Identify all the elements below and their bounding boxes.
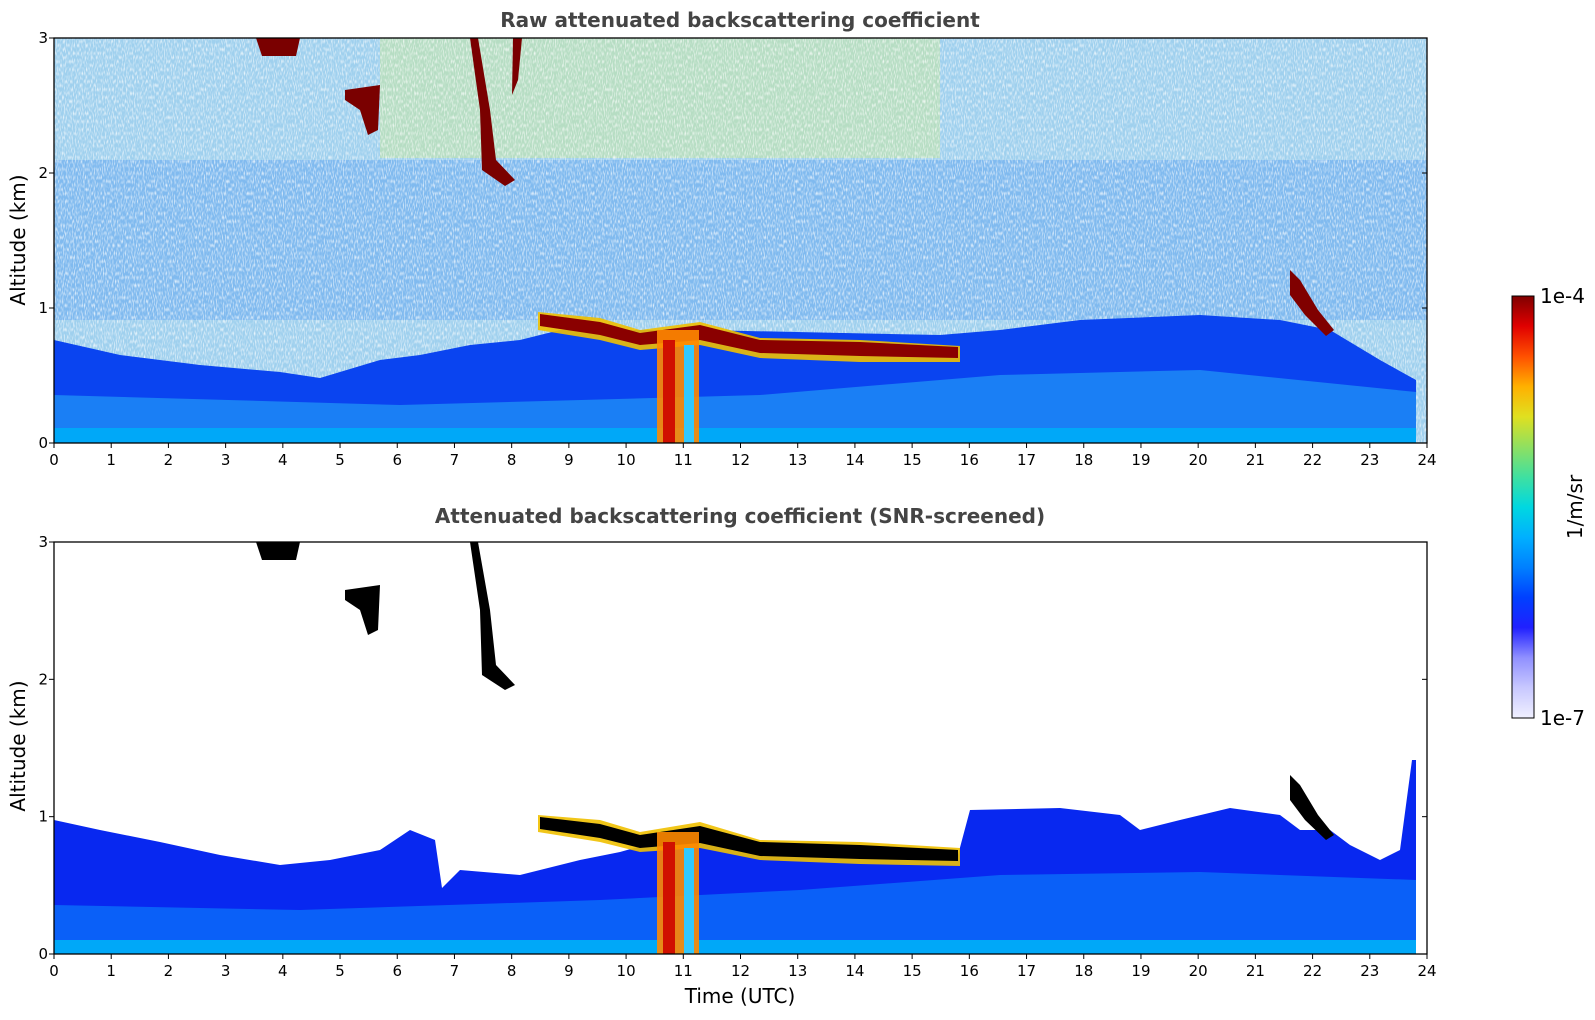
screened-high-cloud-3: [470, 542, 515, 690]
y-tick-label: 3: [38, 29, 48, 47]
colorbar-min-label: 1e-7: [1540, 706, 1585, 730]
x-tick-label: 18: [1074, 962, 1093, 980]
panel-raw-ylabel: Altitude (km): [6, 174, 30, 305]
x-tick-label: 2: [164, 451, 174, 469]
panel-screened-heatmap: [54, 542, 1427, 954]
x-tick-label: 24: [1417, 962, 1436, 980]
screened-cloud-layer: [540, 817, 958, 861]
x-tick-label: 7: [450, 451, 460, 469]
screened-high-cloud-2: [345, 585, 380, 635]
x-tick-label: 7: [450, 962, 460, 980]
screened-rain-shaft-core2: [684, 848, 694, 954]
panel-raw-heatmap: [54, 38, 1427, 443]
colorbar-gradient: [1511, 295, 1535, 719]
x-tick-label: 23: [1360, 451, 1379, 469]
x-tick-label: 10: [617, 962, 636, 980]
x-tick-label: 10: [617, 451, 636, 469]
raw-rain-shaft-core2: [684, 345, 694, 443]
x-tick-label: 14: [845, 962, 864, 980]
x-tick-label: 16: [960, 451, 979, 469]
x-tick-label: 1: [106, 962, 116, 980]
x-tick-label: 22: [1303, 962, 1322, 980]
panel-raw-yticks: 0 1 2 3: [38, 29, 1427, 452]
x-tick-label: 9: [564, 451, 574, 469]
x-tick-label: 20: [1189, 451, 1208, 469]
panel-screened-ylabel: Altitude (km): [6, 680, 30, 811]
panel-screened-xlabel: Time (UTC): [684, 984, 796, 1008]
screened-lower-layer: [54, 872, 1416, 954]
screened-rain-shaft-core: [663, 842, 675, 954]
panel-screened-xticks: 0 1 2 3 4 5 6 7 8 9 10 11 12 13 14 15 16 17 18 19 20 21 22 23 24: [49, 954, 1437, 980]
y-tick-label: 1: [38, 808, 48, 826]
x-tick-label: 22: [1303, 451, 1322, 469]
x-tick-label: 6: [392, 451, 402, 469]
raw-high-cloud-4: [512, 38, 522, 95]
x-tick-label: 12: [731, 451, 750, 469]
x-tick-label: 21: [1246, 962, 1265, 980]
x-tick-label: 11: [674, 451, 693, 469]
x-tick-label: 4: [278, 962, 288, 980]
panel-screened-title: Attenuated backscattering coefficient (S…: [435, 504, 1045, 528]
x-tick-label: 24: [1417, 451, 1436, 469]
x-tick-label: 5: [335, 962, 345, 980]
x-tick-label: 23: [1360, 962, 1379, 980]
x-tick-label: 8: [507, 451, 517, 469]
x-tick-label: 20: [1189, 962, 1208, 980]
x-tick-label: 19: [1131, 962, 1150, 980]
x-tick-label: 0: [49, 451, 59, 469]
panel-raw-title: Raw attenuated backscattering coefficien…: [500, 8, 980, 32]
x-tick-label: 16: [960, 962, 979, 980]
panel-screened: Attenuated backscattering coefficient (S…: [6, 504, 1437, 1008]
raw-rain-shaft-core: [663, 340, 675, 443]
x-tick-label: 1: [106, 451, 116, 469]
x-tick-label: 18: [1074, 451, 1093, 469]
raw-surface-layer: [54, 428, 1416, 443]
screened-high-cloud-1: [256, 542, 300, 560]
x-tick-label: 19: [1131, 451, 1150, 469]
x-tick-label: 15: [903, 451, 922, 469]
x-tick-label: 5: [335, 451, 345, 469]
y-tick-label: 0: [38, 945, 48, 963]
x-tick-label: 2: [164, 962, 174, 980]
x-tick-label: 8: [507, 962, 517, 980]
panel-screened-yticks: 0 1 2 3: [38, 533, 1427, 963]
y-tick-label: 2: [38, 670, 48, 688]
screened-late-cloud: [1290, 775, 1334, 840]
x-tick-label: 17: [1017, 962, 1036, 980]
y-tick-label: 0: [38, 434, 48, 452]
x-tick-label: 11: [674, 962, 693, 980]
colorbar-unit-label: 1/m/sr: [1563, 474, 1587, 539]
screened-surface-layer: [54, 940, 1416, 954]
x-tick-label: 13: [788, 962, 807, 980]
raw-cloud-layer: [540, 314, 958, 358]
panel-raw-axes: 0 1 2 3 4 5 6 7 8 9 10 11 12 13 14 15 16 17 18 19 20 21 22 23 24…: [38, 29, 1436, 469]
y-tick-label: 1: [38, 299, 48, 317]
x-tick-label: 6: [392, 962, 402, 980]
x-tick-label: 14: [845, 451, 864, 469]
panel-screened-axes: 0 1 2 3 4 5 6 7 8 9 10 11 12 13 14 15 16 17 18 19 20 21 22 23 24…: [38, 533, 1436, 980]
x-tick-label: 4: [278, 451, 288, 469]
raw-late-cloud: [1290, 270, 1334, 336]
x-tick-label: 15: [903, 962, 922, 980]
x-tick-label: 3: [221, 451, 231, 469]
x-tick-label: 3: [221, 962, 231, 980]
x-tick-label: 0: [49, 962, 59, 980]
raw-boundary-layer-lower: [54, 370, 1416, 443]
colorbar-max-label: 1e-4: [1540, 284, 1585, 308]
x-tick-label: 9: [564, 962, 574, 980]
colorbar: 1e-4 1e-7 1/m/sr: [1511, 284, 1587, 730]
y-tick-label: 3: [38, 533, 48, 551]
x-tick-label: 12: [731, 962, 750, 980]
raw-high-cloud-2: [345, 85, 380, 135]
panel-raw: Raw attenuated backscattering coefficien…: [6, 8, 1437, 469]
x-tick-label: 21: [1246, 451, 1265, 469]
x-tick-label: 13: [788, 451, 807, 469]
y-tick-label: 2: [38, 164, 48, 182]
raw-high-cloud-3: [470, 38, 515, 186]
raw-high-cloud-1: [256, 38, 300, 56]
x-tick-label: 17: [1017, 451, 1036, 469]
panel-raw-xticks: 0 1 2 3 4 5 6 7 8 9 10 11 12 13 14 15 16 17 18 19 20 21 22 23 24: [49, 443, 1437, 469]
